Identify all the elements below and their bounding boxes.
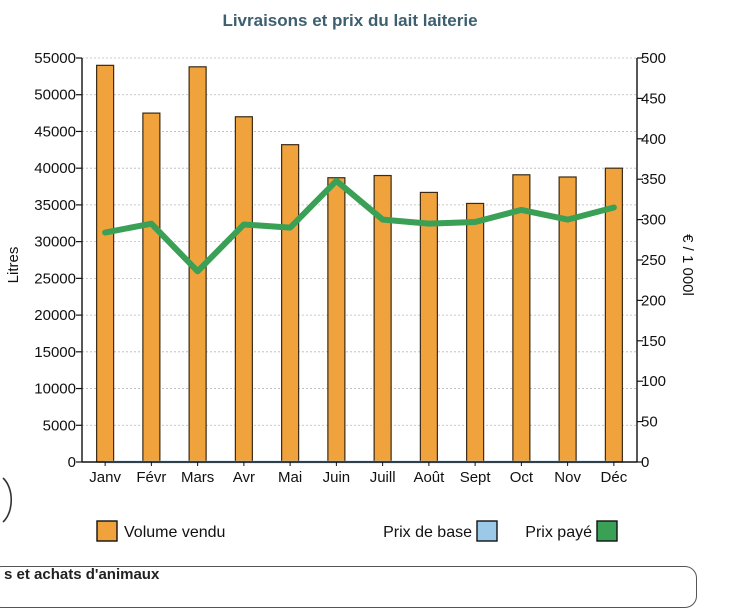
legend: Volume vendu Prix de base Prix payé [96,520,618,542]
page-edge-arc [2,477,13,523]
y-right-tick-label: 450 [641,90,666,107]
x-tick-label-sept: Sept [460,469,492,486]
point-prix-paye-nov [565,217,571,223]
chart-canvas: Livraisons et prix du lait laiterie 0500… [2,11,696,542]
x-tick-label-dec: Déc [601,469,628,486]
y-left-tick-label: 30000 [34,234,76,251]
legend-swatch-prix-paye [596,520,618,542]
x-tick-label-mai: Mai [278,469,302,486]
legend-swatch-prix-de-base [476,520,498,542]
y-right-tick-label: 400 [641,131,666,148]
y-right-tick-label: 300 [641,212,666,229]
y-left-tick-label: 55000 [34,50,76,67]
y-axis-left-ticks: 0 5000 10000 15000 20000 25000 30000 35000 40000… [34,50,82,471]
y-left-tick-label: 25000 [34,270,76,287]
bar-janv [96,64,115,463]
y-right-tick-label: 50 [641,414,658,431]
bar-avr [234,116,253,463]
lines-layer [102,177,617,464]
x-tick-label-fevr: Févr [136,469,166,486]
x-tick-label-nov: Nov [554,469,581,486]
point-prix-paye-mai [287,225,293,231]
chart-title: Livraisons et prix du lait laiterie [222,11,477,30]
footer-section-heading: s et achats d'animaux [4,566,160,583]
y-left-tick-label: 15000 [34,344,76,361]
point-prix-paye-juill [380,217,386,223]
legend-label-prix-de-base: Prix de base [383,524,472,541]
y-left-tick-label: 10000 [34,381,76,398]
gridlines [82,57,637,426]
x-tick-label-avr: Avr [233,469,255,486]
y-left-tick-label: 5000 [43,417,76,434]
point-prix-paye-mars [195,268,201,274]
y-right-tick-label: 500 [641,50,666,67]
point-prix-paye-oct [518,207,524,213]
legend-label-volume-vendu: Volume vendu [124,524,225,541]
point-prix-paye-juin [333,178,339,184]
line-prix-paye [102,177,617,275]
point-prix-paye-aout [426,221,432,227]
y-right-tick-label: 100 [641,373,666,390]
point-prix-paye-dec [611,204,617,210]
bar-mai [281,144,300,463]
x-tick-label-janv: Janv [89,469,121,486]
bars-volume-vendu [96,64,623,463]
y-left-tick-label: 40000 [34,160,76,177]
bar-oct [512,174,531,463]
bar-juin [327,177,346,463]
x-tick-label-juin: Juin [323,469,351,486]
point-prix-paye-janv [102,230,108,236]
point-prix-paye-avr [241,221,247,227]
y-left-tick-label: 20000 [34,307,76,324]
y-right-tick-label: 200 [641,292,666,309]
y-left-tick-label: 0 [68,454,76,471]
y-axis-right-label: € / 1 000l [679,234,696,296]
y-right-tick-label: 350 [641,171,666,188]
y-right-tick-label: 0 [641,454,649,471]
y-left-tick-label: 50000 [34,87,76,104]
x-axis-ticks: Janv Févr Mars Avr Mai Juin Juill Août Sept Oct No… [89,462,628,486]
bar-sept [466,202,485,463]
x-tick-label-oct: Oct [510,469,534,486]
x-tick-label-mars: Mars [181,469,214,486]
y-left-tick-label: 45000 [34,123,76,140]
y-right-tick-label: 250 [641,252,666,269]
bar-aout [419,191,438,463]
y-axis-right-ticks: 0 50 100 150 200 250 300 350 400 450 500 [637,50,666,471]
legend-swatch-volume-vendu [96,520,118,542]
x-tick-label-aout: Août [413,469,445,486]
y-right-tick-label: 150 [641,333,666,350]
axes [81,58,638,463]
x-tick-label-juill: Juill [370,469,396,486]
y-left-tick-label: 35000 [34,197,76,214]
bar-fevr [142,112,161,463]
point-prix-paye-fevr [148,221,154,227]
point-prix-paye-sept [472,219,478,225]
y-axis-left-label: Litres [5,247,22,284]
legend-label-prix-paye: Prix payé [525,524,592,541]
bar-dec [604,167,623,463]
